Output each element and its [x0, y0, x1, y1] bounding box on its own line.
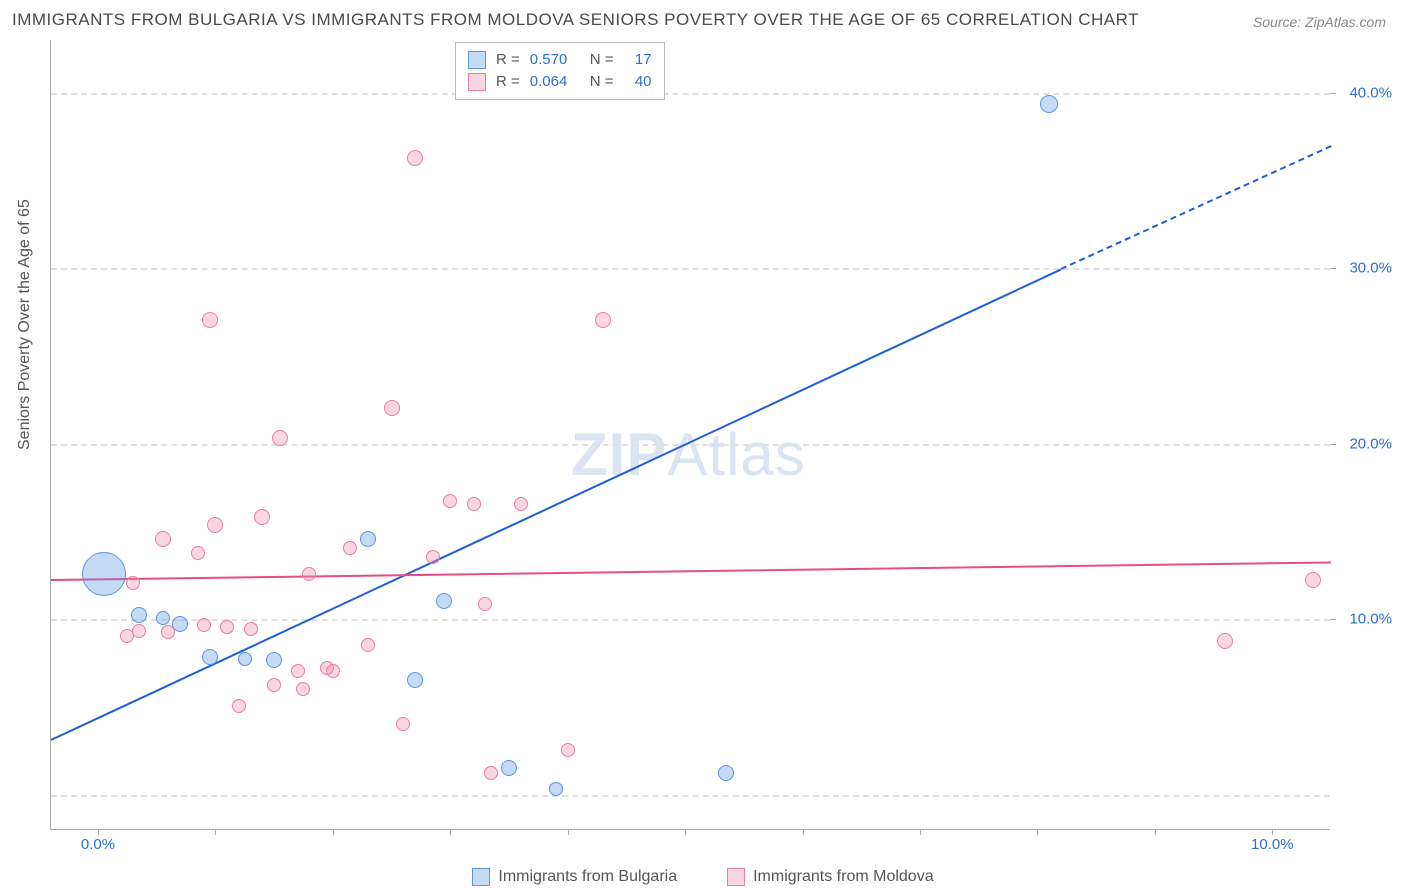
data-point — [191, 546, 205, 560]
chart-area: ZIPAtlas 10.0%20.0%30.0%40.0%0.0%10.0% — [50, 40, 1330, 830]
legend-label: Immigrants from Moldova — [753, 868, 934, 886]
watermark-atlas: Atlas — [667, 421, 805, 488]
grid-line — [51, 619, 1330, 621]
data-point — [501, 760, 517, 776]
watermark: ZIPAtlas — [571, 420, 806, 489]
data-point — [436, 593, 452, 609]
data-point — [266, 652, 282, 668]
n-label: N = — [590, 49, 614, 71]
data-point — [126, 576, 140, 590]
legend-label: Immigrants from Bulgaria — [498, 868, 677, 886]
legend-item: Immigrants from Bulgaria — [472, 868, 677, 886]
legend-swatch — [468, 51, 486, 69]
data-point — [82, 552, 126, 596]
data-point — [202, 312, 218, 328]
data-point — [595, 312, 611, 328]
chart-title: IMMIGRANTS FROM BULGARIA VS IMMIGRANTS F… — [12, 10, 1139, 30]
data-point — [343, 541, 357, 555]
data-point — [132, 624, 146, 638]
grid-line — [51, 444, 1330, 446]
data-point — [155, 531, 171, 547]
data-point — [1217, 633, 1233, 649]
y-tick-label: 10.0% — [1349, 611, 1392, 628]
data-point — [718, 765, 734, 781]
data-point — [407, 150, 423, 166]
series-legend: Immigrants from Bulgaria Immigrants from … — [0, 868, 1406, 886]
data-point — [202, 649, 218, 665]
data-point — [156, 611, 170, 625]
data-point — [443, 494, 457, 508]
n-value: 40 — [624, 71, 652, 93]
y-tick-label: 30.0% — [1349, 260, 1392, 277]
y-axis-label: Seniors Poverty Over the Age of 65 — [16, 199, 34, 450]
data-point — [407, 672, 423, 688]
data-point — [232, 699, 246, 713]
y-tick-label: 40.0% — [1349, 84, 1392, 101]
data-point — [549, 782, 563, 796]
x-tick-label: 10.0% — [1251, 836, 1294, 853]
data-point — [396, 717, 410, 731]
data-point — [478, 597, 492, 611]
data-point — [220, 620, 234, 634]
r-value: 0.570 — [530, 49, 580, 71]
n-label: N = — [590, 71, 614, 93]
data-point — [1305, 572, 1321, 588]
data-point — [291, 664, 305, 678]
data-point — [254, 509, 270, 525]
data-point — [426, 550, 440, 564]
data-point — [326, 664, 340, 678]
data-point — [484, 766, 498, 780]
legend-item: Immigrants from Moldova — [727, 868, 934, 886]
legend-swatch — [468, 73, 486, 91]
grid-line — [51, 268, 1330, 270]
legend-swatch — [472, 868, 490, 886]
r-label: R = — [496, 49, 520, 71]
legend-row: R = 0.570 N = 17 — [468, 49, 652, 71]
source-label: Source: ZipAtlas.com — [1253, 14, 1386, 30]
data-point — [514, 497, 528, 511]
grid-line — [51, 93, 1330, 95]
data-point — [384, 400, 400, 416]
grid-line — [51, 795, 1330, 797]
trend-line — [51, 561, 1331, 581]
data-point — [207, 517, 223, 533]
x-tick-label: 0.0% — [81, 836, 115, 853]
trend-line — [51, 268, 1062, 740]
r-label: R = — [496, 71, 520, 93]
data-point — [244, 622, 258, 636]
data-point — [131, 607, 147, 623]
data-point — [561, 743, 575, 757]
watermark-zip: ZIP — [571, 421, 667, 488]
data-point — [360, 531, 376, 547]
data-point — [238, 652, 252, 666]
data-point — [1040, 95, 1058, 113]
data-point — [467, 497, 481, 511]
y-tick-label: 20.0% — [1349, 435, 1392, 452]
data-point — [302, 567, 316, 581]
legend-row: R = 0.064 N = 40 — [468, 71, 652, 93]
data-point — [267, 678, 281, 692]
data-point — [197, 618, 211, 632]
r-value: 0.064 — [530, 71, 580, 93]
data-point — [272, 430, 288, 446]
legend-swatch — [727, 868, 745, 886]
correlation-legend: R = 0.570 N = 17 R = 0.064 N = 40 — [455, 42, 665, 100]
data-point — [161, 625, 175, 639]
data-point — [296, 682, 310, 696]
data-point — [361, 638, 375, 652]
trend-line-dashed — [1060, 145, 1331, 270]
n-value: 17 — [624, 49, 652, 71]
